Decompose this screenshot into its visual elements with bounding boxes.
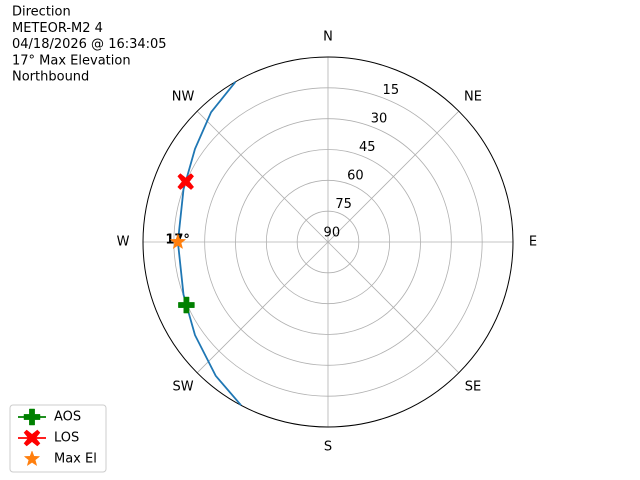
polar-frame	[142, 56, 514, 428]
legend-label: Max El	[54, 452, 97, 467]
theta-tick-label: S	[324, 440, 332, 455]
r-tick-label: 60	[347, 168, 364, 183]
grid-ring	[296, 210, 360, 274]
legend-label: AOS	[54, 410, 81, 425]
title-line: METEOR-M2 4	[12, 21, 103, 36]
r-tick-label: 30	[371, 111, 388, 126]
marker-star	[169, 233, 187, 250]
theta-tick-label: NE	[464, 90, 482, 105]
r-tick-label: 15	[383, 83, 400, 98]
legend-marker	[23, 408, 41, 426]
theta-tick-label: E	[529, 235, 537, 250]
r-tick-label: 90	[324, 225, 341, 240]
grid-ring	[265, 179, 391, 305]
theta-tick-label: N	[323, 30, 333, 45]
title-line: 04/18/2026 @ 16:34:05	[12, 37, 167, 52]
theta-tick-label: SE	[465, 379, 481, 394]
r-tick-label: 45	[359, 140, 376, 155]
theta-tick-label: W	[117, 235, 130, 250]
grid-ring	[235, 149, 421, 335]
marker-x	[177, 173, 195, 190]
title-line: 17° Max Elevation	[12, 53, 131, 68]
legend-marker	[23, 429, 41, 447]
legend-marker	[23, 450, 41, 467]
marker-plus	[178, 296, 195, 314]
theta-tick-label: NW	[172, 90, 195, 105]
theta-tick-label: SW	[172, 379, 193, 394]
legend: AOS LOS Max El	[9, 404, 107, 473]
legend-label: LOS	[54, 431, 79, 446]
r-tick-label: 75	[335, 197, 352, 212]
grid-ring	[204, 118, 452, 366]
title-line: Direction	[12, 5, 71, 20]
title-line: Northbound	[12, 70, 89, 85]
